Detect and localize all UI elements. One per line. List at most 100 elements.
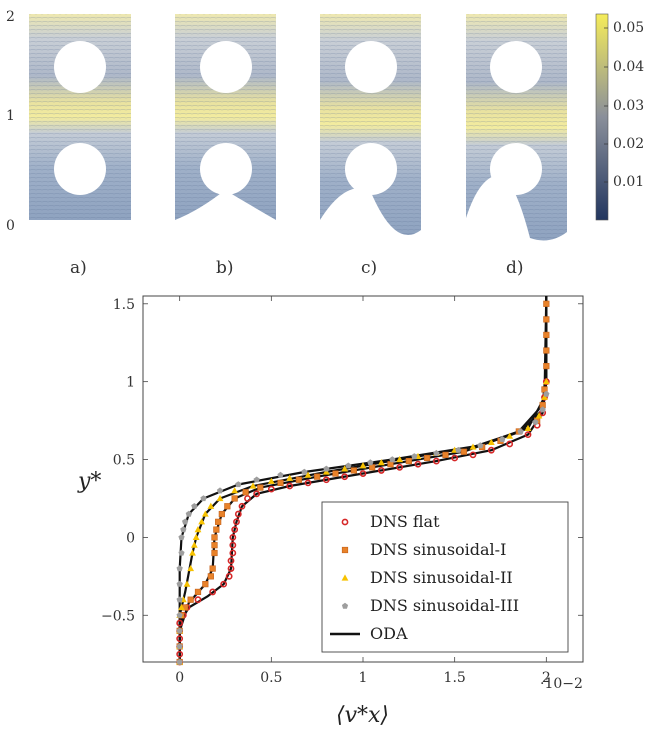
data-point-pentagon	[178, 534, 185, 541]
panel-label-b: b)	[216, 258, 234, 278]
data-point-triangle	[304, 471, 312, 478]
panel-c-cylinder-bottom	[345, 143, 397, 195]
data-point-pentagon	[180, 526, 187, 533]
data-point-pentagon	[367, 459, 374, 466]
data-point-pentagon	[455, 446, 462, 453]
data-point-circle	[396, 463, 404, 471]
data-point-triangle	[189, 549, 196, 556]
data-point-circle	[341, 473, 349, 481]
data-point-circle	[229, 541, 237, 549]
legend: DNS flat DNS sinusoidal-I DNS sinusoidal-I…	[321, 501, 569, 653]
streamline-panels: 2 1 0 a) b) c)	[6, 9, 644, 278]
data-point-square	[543, 300, 550, 307]
series-square-markers	[176, 300, 550, 666]
data-point-circle	[225, 572, 233, 580]
data-point-triangle	[359, 462, 367, 469]
x-tick-label: 0.5	[260, 670, 282, 686]
data-point-pentagon	[411, 453, 418, 460]
data-point-triangle	[187, 564, 195, 572]
data-point-triangle	[377, 459, 385, 466]
data-point-pentagon	[176, 612, 183, 618]
legend-marker-pentagon	[341, 602, 349, 609]
data-point-pentagon	[216, 487, 224, 494]
data-point-triangle	[216, 494, 224, 502]
data-point-square	[405, 457, 412, 465]
data-point-square	[224, 503, 231, 510]
data-point-circle	[322, 476, 330, 484]
data-point-pentagon	[176, 596, 183, 603]
data-point-triangle	[267, 477, 275, 484]
data-point-pentagon	[345, 462, 352, 469]
data-point-pentagon	[182, 518, 189, 525]
data-point-pentagon	[389, 456, 396, 463]
colorbar-ticks	[604, 27, 608, 183]
data-point-pentagon	[499, 436, 506, 442]
data-point-triangle	[201, 510, 209, 517]
data-point-triangle	[341, 465, 349, 472]
data-point-triangle	[487, 438, 495, 445]
data-point-triangle	[192, 533, 200, 541]
panel-a-cylinder-bottom	[54, 143, 106, 195]
data-point-circle	[209, 588, 217, 596]
x-axis-ticks: 0 0.5 1 1.5 2	[175, 296, 551, 686]
data-point-square	[350, 467, 357, 474]
panel-b-cylinder-top	[200, 41, 252, 93]
data-point-square	[194, 588, 202, 596]
data-point-pentagon	[433, 450, 440, 456]
data-point-circle	[234, 510, 242, 518]
data-point-triangle	[207, 502, 215, 509]
data-point-circle	[414, 460, 422, 468]
data-point-square	[211, 542, 218, 549]
panel-d-cylinder-bottom	[490, 143, 542, 195]
velocity-profile-plot: 0 0.5 1 1.5 2 −0.5 0 0.5 1 1.5 y* ⟨v*x⟩ ·10−2 DN…	[77, 295, 584, 728]
data-point-circle	[220, 580, 228, 588]
data-point-triangle	[198, 518, 206, 525]
data-point-circle	[244, 495, 251, 502]
panel-c-cylinder-top	[345, 41, 397, 93]
data-point-circle	[229, 549, 237, 557]
panel-b-cylinder-bottom	[200, 143, 252, 195]
legend-marker-square	[341, 546, 349, 554]
data-point-square	[207, 573, 214, 580]
x-tick-label: 2	[542, 670, 551, 686]
x-axis-multiplier: ·10−2	[540, 676, 583, 692]
y-tick-label: 0	[126, 530, 135, 546]
colorbar-tick-1: 0.04	[613, 59, 644, 75]
data-point-square	[543, 316, 550, 323]
colorbar-tick-4: 0.01	[613, 174, 644, 190]
data-point-square	[257, 484, 264, 491]
data-point-triangle	[183, 580, 191, 587]
data-point-pentagon	[532, 418, 539, 425]
panel-label-c: c)	[361, 258, 377, 278]
panel-a: a)	[29, 14, 131, 278]
y-tick-label: 0.5	[113, 453, 135, 469]
data-point-triangle	[249, 482, 257, 489]
data-point-pentagon	[517, 428, 524, 435]
series-circle-markers	[176, 378, 550, 666]
panel-y-tick-0: 0	[6, 218, 15, 234]
data-point-circle	[286, 482, 294, 490]
data-point-square	[369, 464, 376, 471]
data-point-triangle	[231, 487, 239, 494]
data-point-pentagon	[323, 465, 330, 472]
data-point-pentagon	[277, 471, 284, 478]
legend-label: DNS flat	[370, 512, 440, 531]
data-point-square	[218, 510, 225, 518]
data-point-circle	[227, 557, 235, 565]
data-point-square	[211, 549, 218, 557]
data-point-triangle	[524, 424, 532, 431]
y-tick-label: 1.5	[113, 297, 135, 313]
legend-label: DNS sinusoidal-I	[370, 540, 506, 559]
data-point-circle	[304, 479, 312, 487]
panel-a-cylinder-top	[54, 41, 106, 93]
data-point-pentagon	[176, 627, 183, 634]
data-point-pentagon	[185, 510, 192, 517]
data-point-pentagon	[200, 495, 207, 502]
data-point-square	[332, 470, 339, 477]
data-point-pentagon	[253, 476, 260, 483]
data-point-square	[543, 347, 550, 354]
data-point-square	[213, 526, 220, 533]
data-point-square	[543, 362, 550, 370]
data-point-square	[460, 448, 467, 455]
